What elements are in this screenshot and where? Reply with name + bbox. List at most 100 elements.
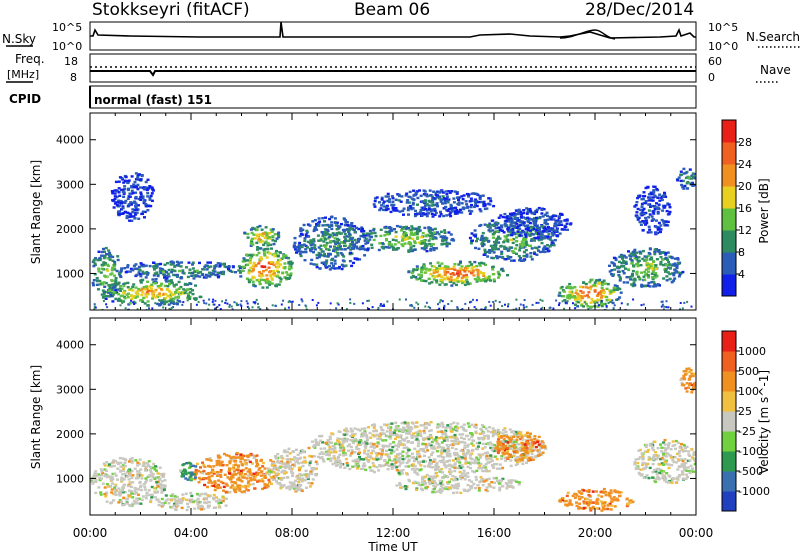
data-cell (100, 254, 104, 257)
data-cell (189, 282, 193, 286)
data-cell (287, 485, 291, 488)
data-cell (531, 303, 534, 306)
data-cell (122, 503, 126, 507)
data-cell (145, 494, 149, 497)
data-cell (416, 473, 420, 476)
data-cell (330, 262, 334, 265)
y-tick-label: 4000 (56, 134, 84, 147)
data-cell (120, 208, 123, 211)
data-cell (126, 281, 130, 285)
data-cell (668, 277, 672, 281)
data-cell (282, 476, 286, 480)
data-cell (642, 207, 646, 211)
data-cell (613, 264, 616, 267)
data-cell (329, 216, 333, 219)
data-cell (240, 463, 244, 466)
data-cell (213, 488, 217, 492)
data-cell (529, 209, 533, 213)
data-cell (600, 283, 604, 287)
data-cell (167, 268, 171, 272)
data-cell (601, 288, 605, 292)
data-cell (132, 294, 136, 298)
data-cell (153, 468, 157, 471)
data-cell (195, 303, 198, 306)
data-cell (379, 234, 383, 238)
data-cell (196, 271, 200, 275)
data-cell (534, 232, 538, 235)
data-cell (552, 307, 555, 310)
data-cell (131, 474, 135, 477)
data-cell (151, 278, 155, 281)
data-cell (405, 234, 408, 237)
data-cell (131, 296, 135, 299)
data-cell (114, 279, 118, 282)
data-cell (662, 308, 665, 310)
data-cell (118, 210, 122, 213)
data-cell (526, 229, 530, 232)
data-cell (162, 475, 165, 479)
data-cell (482, 253, 486, 256)
data-cell (372, 227, 376, 231)
data-cell (603, 282, 607, 285)
data-cell (389, 434, 392, 437)
data-cell (512, 259, 516, 262)
data-cell (239, 460, 243, 463)
data-cell (419, 268, 423, 271)
data-cell (398, 456, 402, 459)
data-cell (130, 294, 134, 297)
data-cell (257, 306, 260, 309)
data-cell (114, 180, 118, 184)
data-cell (457, 198, 460, 202)
data-cell (443, 283, 447, 286)
data-cell (668, 206, 672, 209)
data-cell (655, 202, 658, 205)
data-cell (250, 270, 254, 273)
data-cell (111, 255, 115, 259)
data-cell (140, 293, 144, 297)
data-cell (420, 200, 424, 204)
data-cell (664, 270, 667, 273)
data-cell (271, 228, 275, 231)
data-cell (255, 458, 258, 462)
data-cell (460, 202, 464, 205)
data-cell (468, 209, 471, 212)
data-cell (101, 295, 105, 299)
data-cell (130, 461, 134, 464)
data-cell (478, 208, 482, 211)
data-cell (665, 275, 669, 278)
data-cell (155, 476, 158, 479)
data-cell (515, 236, 518, 239)
data-cell (267, 262, 271, 265)
data-cell (151, 189, 155, 192)
data-cell (522, 223, 526, 227)
data-cell (313, 226, 317, 229)
data-cell (539, 230, 543, 233)
data-cell (611, 274, 615, 277)
data-cell (195, 462, 199, 466)
data-cell (515, 222, 519, 225)
data-cell (519, 220, 523, 223)
data-cell (461, 198, 465, 201)
data-cell (663, 305, 666, 308)
data-cell (201, 461, 205, 464)
data-cell (263, 483, 267, 486)
data-cell (618, 275, 622, 279)
data-cell (405, 422, 409, 425)
data-cell (253, 455, 257, 458)
data-cell (520, 245, 524, 248)
data-cell (222, 489, 225, 492)
data-cell (372, 229, 376, 232)
velocity-heatmap (90, 367, 696, 512)
data-cell (275, 468, 279, 471)
data-cell (639, 208, 643, 211)
data-cell (476, 273, 480, 277)
data-cell (102, 293, 106, 296)
data-cell (171, 262, 175, 266)
data-cell (643, 255, 647, 258)
data-cell (287, 301, 290, 304)
data-cell (403, 422, 407, 425)
data-cell (401, 239, 404, 242)
data-cell (258, 233, 262, 236)
data-cell (165, 277, 169, 280)
data-cell (304, 461, 308, 464)
